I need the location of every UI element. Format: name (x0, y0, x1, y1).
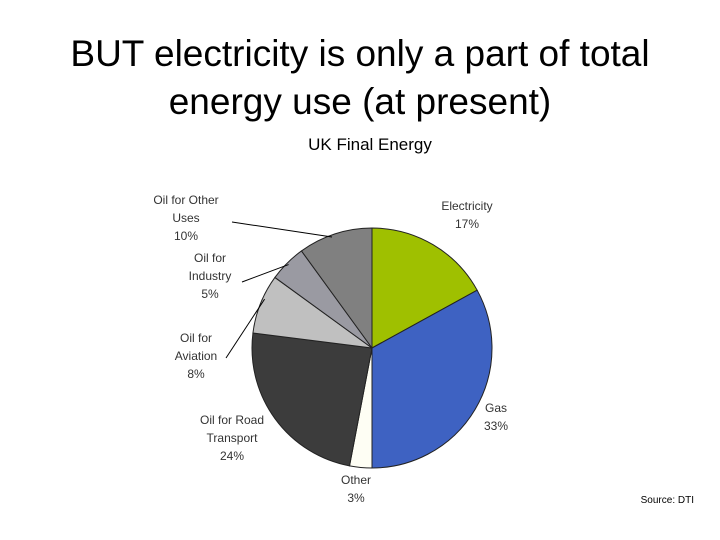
slice-name-label: Oil for (194, 251, 226, 265)
slice-percent-label: 17% (455, 217, 479, 231)
leader-line (231, 221, 333, 238)
slide-title-line-1: BUT electricity is only a part of total (70, 33, 650, 74)
slice-name-label: Transport (207, 431, 259, 445)
slice-name-label: Oil for Other (153, 193, 218, 207)
slice-name-label: Oil for Road (200, 413, 264, 427)
pie-slices (251, 227, 493, 469)
leader-line (225, 298, 266, 359)
slice-percent-label: 24% (220, 449, 244, 463)
slice-name-label: Other (341, 473, 371, 487)
pie-slice-oil-for-road-transport (251, 332, 373, 467)
slide-title: BUT electricity is only a part of total … (0, 30, 720, 126)
slice-name-label: Industry (189, 269, 232, 283)
slice-percent-label: 10% (174, 229, 198, 243)
slice-name-label: Gas (485, 401, 507, 415)
pie-slice-gas (371, 289, 493, 469)
slice-percent-label: 5% (201, 287, 219, 301)
slice-name-label: Oil for (180, 331, 212, 345)
slice-labels: Electricity 17% Gas 33% Other 3% Oil for Road T… (153, 193, 508, 505)
slice-percent-label: 3% (347, 491, 365, 505)
leader-lines (225, 221, 333, 359)
slice-percent-label: 8% (187, 367, 205, 381)
slice-name-label: Electricity (441, 199, 492, 213)
chart-title: UK Final Energy (308, 135, 432, 154)
source-note: Source: DTI (640, 495, 694, 506)
pie-slice-electricity (371, 227, 478, 349)
leader-line (241, 264, 289, 283)
slide-title-line-2: energy use (at present) (168, 81, 552, 122)
slice-name-label: Aviation (175, 349, 217, 363)
pie-slice-oil-for-other-uses (300, 227, 373, 350)
slice-name-label: Uses (172, 211, 199, 225)
slice-percent-label: 33% (484, 419, 508, 433)
